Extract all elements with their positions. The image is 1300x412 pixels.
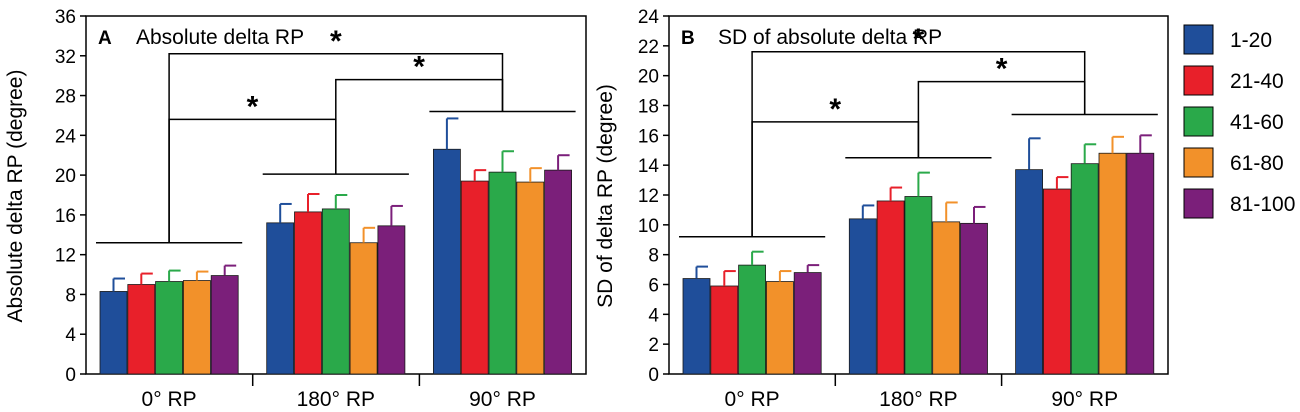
panel-a-bar-81-100 bbox=[377, 225, 406, 375]
panel-a-y-tick-label: 28 bbox=[55, 87, 76, 108]
panel-b-y-tick-label: 18 bbox=[638, 97, 659, 118]
panel-a-x-tick-label: 0° RP bbox=[142, 388, 197, 411]
panel-a-annotation-layer: * * * bbox=[96, 25, 576, 244]
panel-a-bar-1-20 bbox=[99, 291, 128, 375]
panel-a-bars-layer bbox=[99, 117, 572, 375]
panel-b-y-tick-label: 8 bbox=[648, 246, 659, 267]
legend-swatch-61-80 bbox=[1183, 147, 1214, 178]
panel-b-y-tick-label: 20 bbox=[638, 67, 659, 88]
panel-a-y-tick-label: 20 bbox=[55, 166, 76, 187]
legend-label-1-20: 1-20 bbox=[1230, 29, 1272, 52]
panel-b-bars-layer bbox=[682, 134, 1155, 375]
panel-a-significance-bracket bbox=[168, 53, 504, 243]
panel-b-bar-1-20 bbox=[848, 218, 877, 375]
panel-b-x-tick-label: 90° RP bbox=[1051, 388, 1118, 411]
panel-b-y-tick-label: 0 bbox=[648, 365, 659, 386]
panel-a-y-tick-label: 32 bbox=[55, 47, 76, 68]
legend: 1-20 21-40 41-60 61-80 81-100 bbox=[1183, 24, 1295, 219]
panel-a-significance-star: * bbox=[330, 25, 342, 58]
panel-a-bar-21-40 bbox=[127, 284, 156, 375]
panel-b-bar-1-20 bbox=[1015, 169, 1043, 375]
panel-b-x-tick-label: 180° RP bbox=[879, 388, 957, 411]
panel-b-bar-1-20 bbox=[682, 278, 711, 375]
legend-label-81-100: 81-100 bbox=[1230, 193, 1295, 216]
panel-b-y-tick-label: 2 bbox=[648, 335, 659, 356]
panel-a-title: Absolute delta RP bbox=[136, 26, 304, 49]
panel-a-bar-21-40 bbox=[460, 180, 489, 375]
panel-b-significance-bracket bbox=[917, 80, 1086, 158]
panel-a-y-tick-label: 24 bbox=[55, 126, 77, 147]
panel-a-letter: A bbox=[98, 28, 112, 49]
legend-label-41-60: 41-60 bbox=[1230, 111, 1284, 134]
panel-b-y-tick-label: 6 bbox=[648, 276, 659, 297]
legend-swatch-1-20 bbox=[1183, 24, 1214, 55]
panel-b-bar-61-80 bbox=[766, 281, 794, 375]
panel-a-bar-41-60 bbox=[321, 208, 350, 375]
panel-a-bar-61-80 bbox=[349, 242, 378, 375]
panel-a-x-tick-label: 180° RP bbox=[297, 388, 375, 411]
legend-swatch-81-100 bbox=[1183, 188, 1214, 219]
panel-b-bar-21-40 bbox=[1043, 188, 1071, 375]
legend-label-21-40: 21-40 bbox=[1230, 70, 1284, 93]
panel-b-title: SD of absolute delta RP bbox=[718, 26, 942, 49]
panel-a-y-tick-label: 12 bbox=[55, 246, 76, 267]
panel-b-y-tick-label: 22 bbox=[638, 37, 659, 58]
panel-a-y-tick-label: 36 bbox=[55, 7, 76, 28]
legend-swatch-41-60 bbox=[1183, 106, 1214, 137]
panel-a-bar-61-80 bbox=[182, 280, 211, 375]
panel-a-significance-star: * bbox=[413, 51, 425, 84]
panel-a-bar-41-60 bbox=[155, 281, 184, 375]
panel-a-significance-bracket bbox=[335, 78, 504, 175]
panel-b-bar-21-40 bbox=[876, 200, 905, 375]
panel-b-y-tick-label: 4 bbox=[648, 305, 659, 326]
panel-b-bar-21-40 bbox=[710, 285, 739, 375]
panel-a-axis-layer: 0 4 8 12 16 20 24 28 32 36 0° RP 180° RP 90° RP bbox=[55, 7, 536, 411]
panel-b-significance-bracket bbox=[751, 51, 1086, 237]
panel-a-y-tick-label: 0 bbox=[65, 365, 76, 386]
panel-a-y-tick-label: 8 bbox=[65, 285, 76, 306]
panel-a-bar-61-80 bbox=[516, 181, 545, 375]
panel-a-y-tick-label: 16 bbox=[55, 206, 76, 227]
panel-b-y-tick-label: 24 bbox=[638, 7, 660, 28]
panel-a-bar-81-100 bbox=[544, 169, 572, 375]
panel-a-bar-1-20 bbox=[432, 148, 461, 375]
panel-b-y-tick-label: 16 bbox=[638, 126, 659, 147]
panel-a-bar-41-60 bbox=[488, 171, 517, 375]
legend-swatch-21-40 bbox=[1183, 65, 1214, 96]
panel-b-y-tick-label: 14 bbox=[638, 156, 660, 177]
panel-a-y-axis-label: Absolute delta RP (degree) bbox=[4, 70, 27, 323]
panel-b-bar-41-60 bbox=[738, 264, 766, 375]
panel-b-bar-41-60 bbox=[1070, 163, 1099, 375]
panel-a-y-tick-label: 4 bbox=[65, 325, 76, 346]
panel-b-bar-81-100 bbox=[960, 222, 988, 375]
panel-a-bar-1-20 bbox=[266, 222, 295, 375]
panel-b-y-axis-label: SD of delta RP (degree) bbox=[594, 84, 617, 308]
panel-a-significance-star: * bbox=[247, 90, 259, 123]
panel-b-significance-star: * bbox=[996, 53, 1008, 86]
panel-a-bar-81-100 bbox=[210, 275, 239, 375]
panel-b-x-tick-label: 0° RP bbox=[725, 388, 780, 411]
panel-b-bar-61-80 bbox=[932, 221, 961, 375]
panel-b-bar-81-100 bbox=[1126, 152, 1155, 375]
panel-b-y-tick-label: 12 bbox=[638, 186, 659, 207]
panel-b-bar-81-100 bbox=[793, 272, 822, 375]
legend-label-61-80: 61-80 bbox=[1230, 152, 1284, 175]
panel-a-chart: 0 4 8 12 16 20 24 28 32 36 0° RP 180° RP 90° RP * ** … bbox=[4, 7, 587, 411]
panel-b-significance-star: * bbox=[829, 93, 841, 126]
panel-b-bar-41-60 bbox=[904, 196, 933, 375]
panel-b-annotation-layer: * * * bbox=[679, 23, 1158, 238]
panel-a-bar-21-40 bbox=[294, 211, 322, 375]
panel-b-significance-star: * bbox=[913, 23, 925, 56]
panel-a-x-tick-label: 90° RP bbox=[469, 388, 536, 411]
panel-b-y-tick-label: 10 bbox=[638, 216, 659, 237]
panel-b-bar-61-80 bbox=[1098, 152, 1127, 375]
panel-b-letter: B bbox=[681, 28, 695, 49]
